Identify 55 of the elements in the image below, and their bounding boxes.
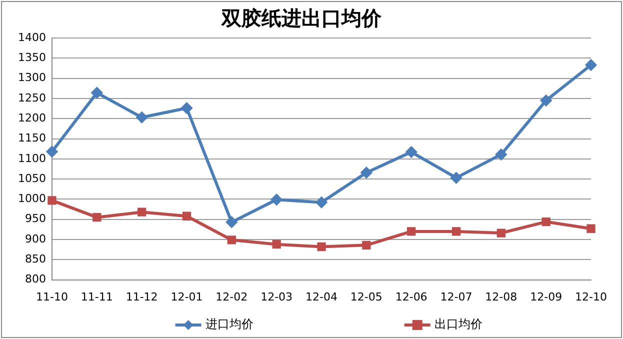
y-tick-label: 850 — [24, 252, 46, 266]
point — [91, 87, 102, 98]
point — [271, 194, 282, 206]
x-tick-label: 12-01 — [170, 290, 203, 304]
x-tick-label: 12-08 — [485, 290, 518, 304]
point — [226, 216, 238, 228]
point — [138, 208, 146, 216]
point — [542, 217, 550, 226]
x-tick-label: 12-09 — [530, 290, 562, 304]
y-tick-label: 1350 — [18, 51, 46, 64]
point — [540, 94, 552, 106]
point — [407, 227, 416, 236]
y-tick-label: 800 — [24, 272, 46, 286]
y-tick-label: 1250 — [18, 91, 46, 104]
point — [181, 102, 192, 114]
point — [362, 240, 371, 250]
point — [316, 196, 327, 208]
point — [496, 228, 506, 238]
y-tick-label: 1050 — [18, 172, 46, 185]
x-tick-label: 12-05 — [350, 290, 382, 304]
x-tick-label: 12-04 — [306, 290, 338, 304]
point — [182, 212, 192, 220]
x-tick-label: 12-10 — [575, 290, 607, 304]
point — [586, 224, 596, 233]
point — [48, 196, 56, 205]
x-tick-label: 12-02 — [216, 290, 248, 304]
point — [406, 146, 417, 158]
y-tick-label: 900 — [24, 232, 46, 246]
point — [92, 213, 102, 222]
y-tick-label: 950 — [24, 212, 46, 226]
x-tick-label: 12-03 — [260, 290, 293, 304]
point — [46, 146, 58, 158]
point — [317, 242, 326, 252]
x-tick-label: 11-10 — [36, 290, 68, 304]
y-tick-label: 1300 — [18, 71, 46, 84]
y-tick-label: 1150 — [18, 132, 46, 145]
x-tick-label: 12-06 — [395, 290, 428, 304]
point — [496, 148, 507, 160]
chart-title: 双胶纸进出口均价 — [220, 6, 382, 30]
point — [136, 112, 148, 123]
x-tick-label: 12-07 — [440, 290, 472, 304]
point — [272, 240, 281, 249]
y-tick-label: 1200 — [18, 111, 46, 124]
point — [450, 172, 462, 184]
y-tick-label: 1100 — [18, 152, 46, 165]
legend-label: 进口均价 — [205, 317, 254, 332]
x-tick-label: 11-11 — [80, 290, 113, 304]
x-tick-label: 11-12 — [126, 290, 158, 304]
point — [227, 236, 236, 244]
y-tick-label: 1400 — [18, 30, 46, 44]
legend-label: 出口均价 — [434, 317, 482, 332]
y-tick-label: 1000 — [18, 192, 46, 206]
point — [360, 167, 372, 178]
point — [586, 60, 596, 70]
point — [452, 227, 461, 236]
